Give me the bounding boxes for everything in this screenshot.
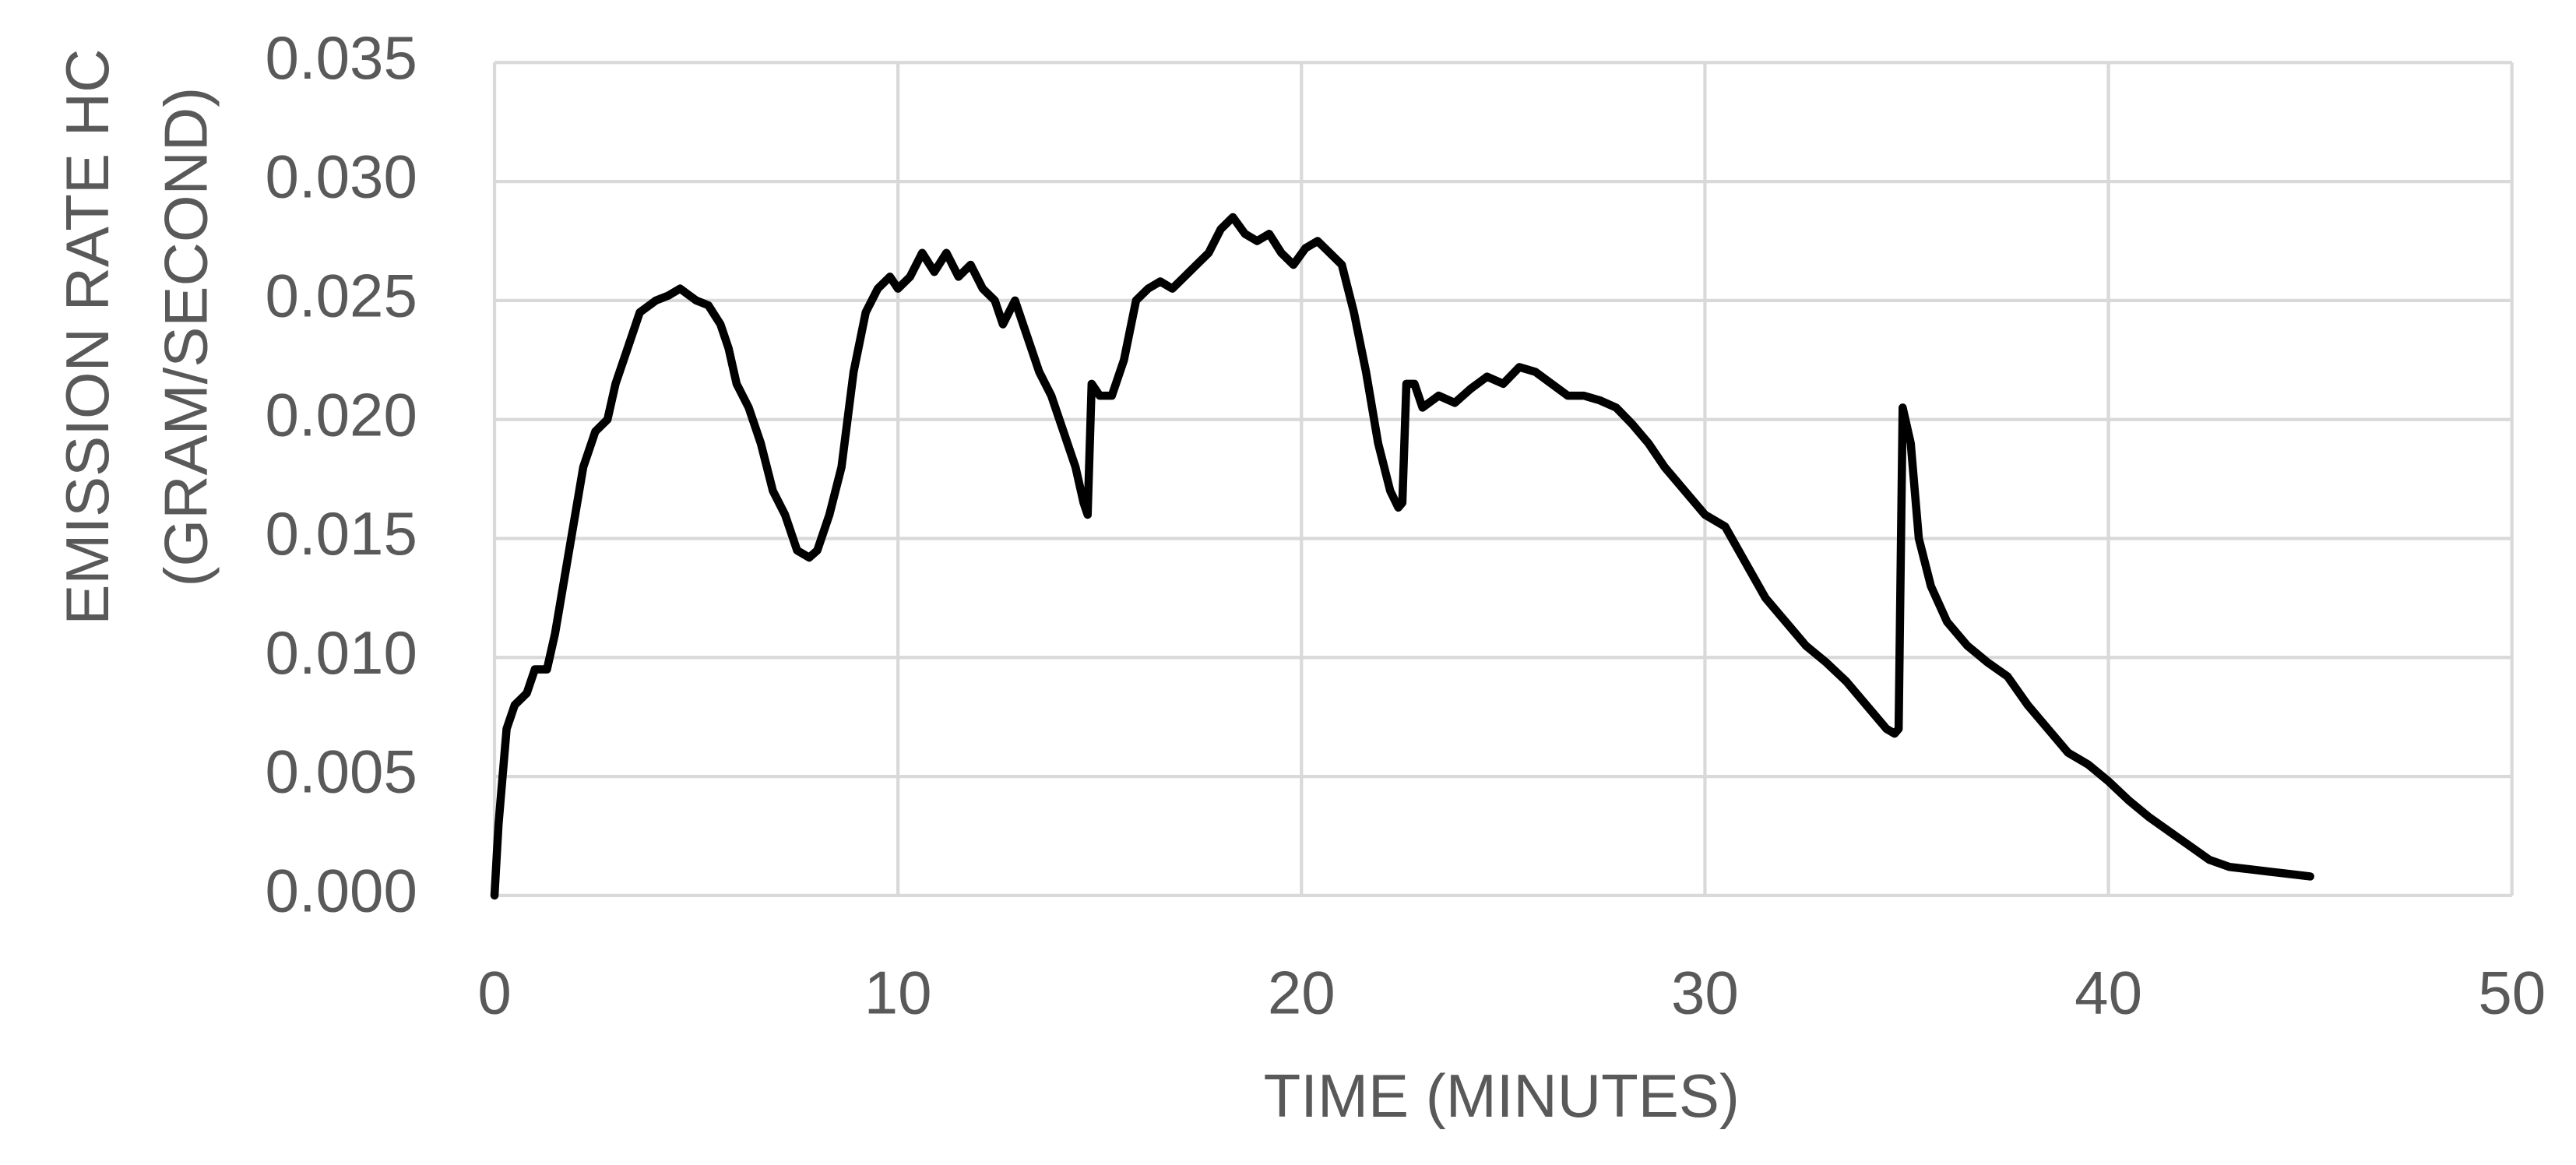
x-axis-label: TIME (MINUTES) (1264, 1061, 1740, 1130)
x-tick-label: 20 (1268, 958, 1336, 1026)
x-tick-label: 40 (2075, 958, 2142, 1026)
x-tick-label: 0 (477, 958, 511, 1026)
y-tick-label: 0.010 (266, 618, 417, 687)
x-tick-label: 30 (1671, 958, 1739, 1026)
y-tick-label: 0.000 (266, 857, 417, 925)
y-tick-label: 0.030 (266, 143, 417, 211)
y-tick-label: 0.020 (266, 380, 417, 449)
y-tick-label: 0.025 (266, 262, 417, 330)
y-tick-label: 0.015 (266, 499, 417, 568)
data-line (490, 213, 2314, 900)
y-axis-label: (GRAM/SECOND) (151, 87, 220, 587)
y-tick-label: 0.005 (266, 737, 417, 806)
x-tick-label: 10 (864, 958, 932, 1026)
y-axis-label: EMISSION RATE HC (53, 49, 121, 625)
x-tick-label: 50 (2478, 958, 2546, 1026)
y-tick-label: 0.035 (266, 23, 417, 92)
